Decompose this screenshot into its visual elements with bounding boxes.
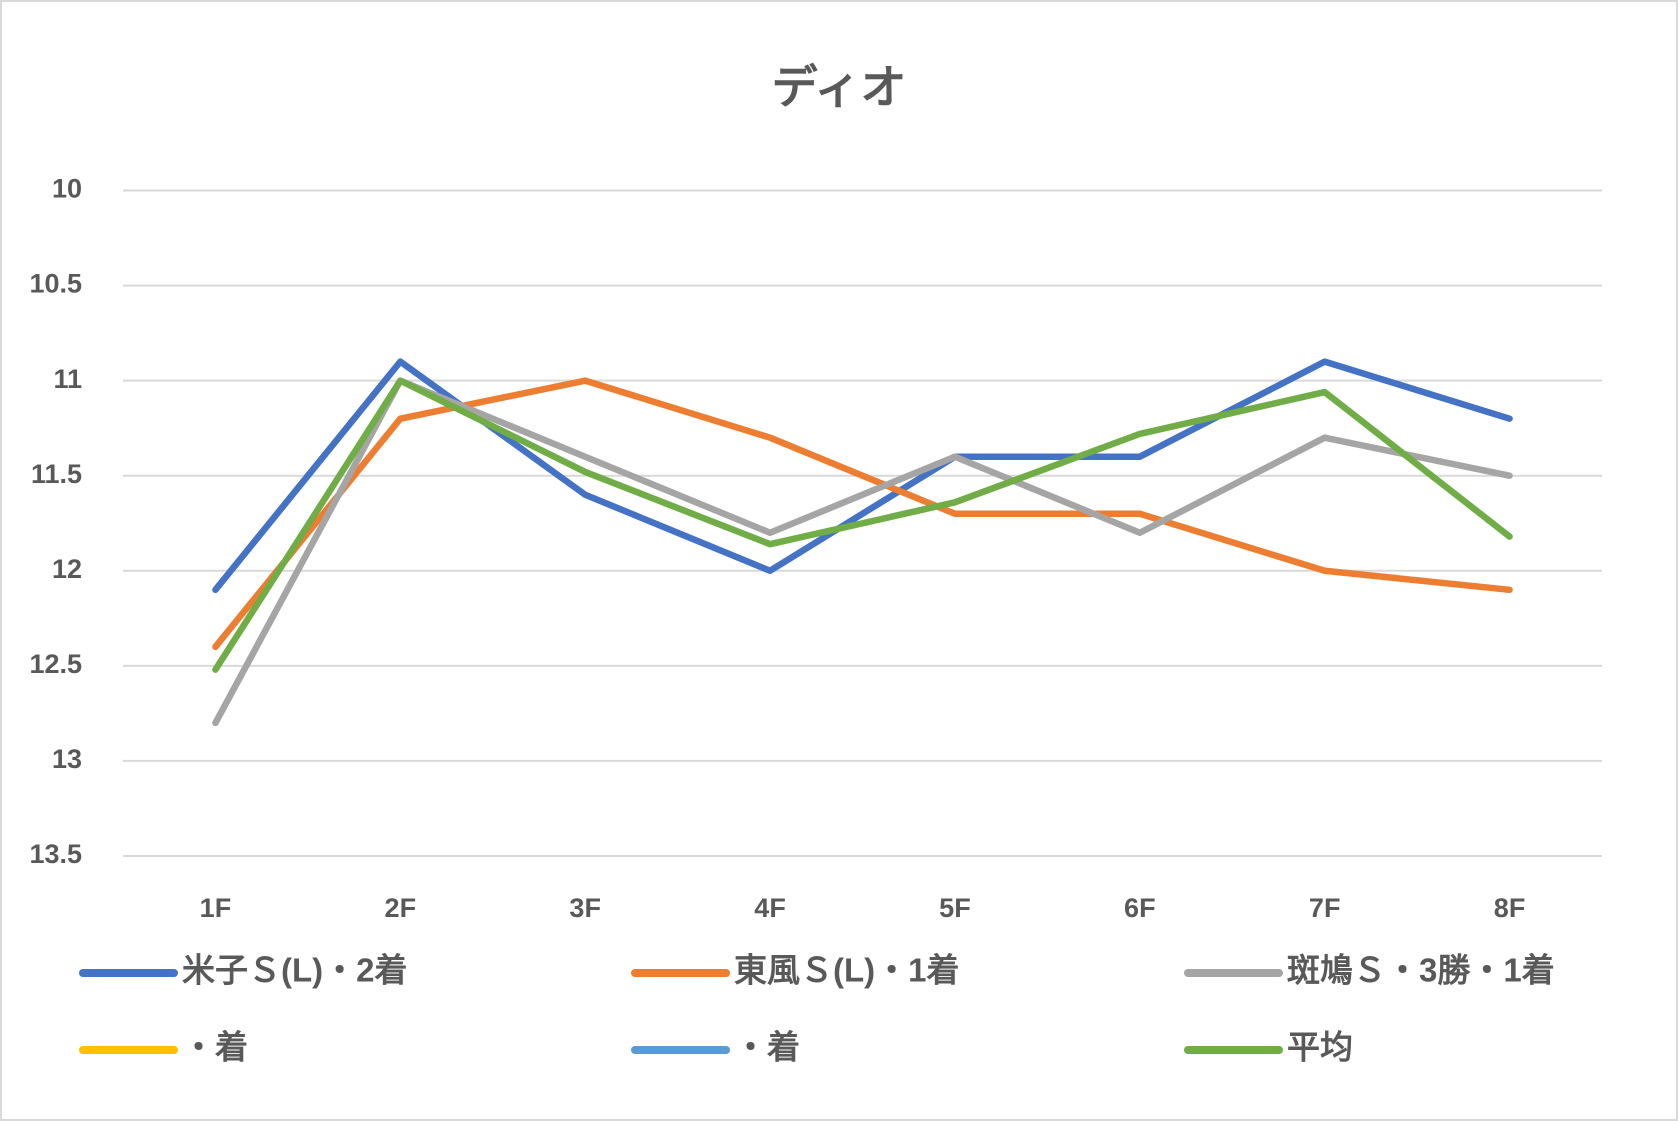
- legend-label: 米子Ｓ(L)・2着: [182, 952, 408, 989]
- series-line: [212, 377, 1513, 673]
- y-tick-label: 13: [52, 744, 82, 774]
- series-line: [212, 377, 1513, 651]
- y-tick-label: 10.5: [29, 269, 82, 299]
- y-tick-label: 12.5: [29, 649, 82, 679]
- legend-label: ・着: [182, 1029, 248, 1066]
- y-tick-label: 11: [53, 364, 82, 394]
- y-tick-label: 13.5: [29, 839, 82, 869]
- series-line: [212, 358, 1513, 594]
- x-tick-label: 8F: [1494, 893, 1526, 923]
- legend-label: ・着: [734, 1029, 800, 1066]
- x-tick-label: 4F: [754, 893, 786, 923]
- x-tick-label: 3F: [569, 893, 601, 923]
- x-tick-label: 7F: [1309, 893, 1341, 923]
- x-tick-label: 6F: [1124, 893, 1156, 923]
- legend-label: 平均: [1287, 1029, 1353, 1066]
- y-tick-label: 10: [52, 174, 82, 204]
- x-tick-label: 5F: [939, 893, 971, 923]
- x-tick-label: 2F: [385, 893, 417, 923]
- chart-title: ディオ: [772, 61, 907, 113]
- y-tick-label: 12: [52, 554, 82, 584]
- legend-label: 東風Ｓ(L)・1着: [734, 952, 960, 989]
- x-tick-label: 1F: [200, 893, 232, 923]
- legend-label: 斑鳩Ｓ・3勝・1着: [1287, 952, 1555, 989]
- y-tick-label: 11.5: [31, 459, 82, 489]
